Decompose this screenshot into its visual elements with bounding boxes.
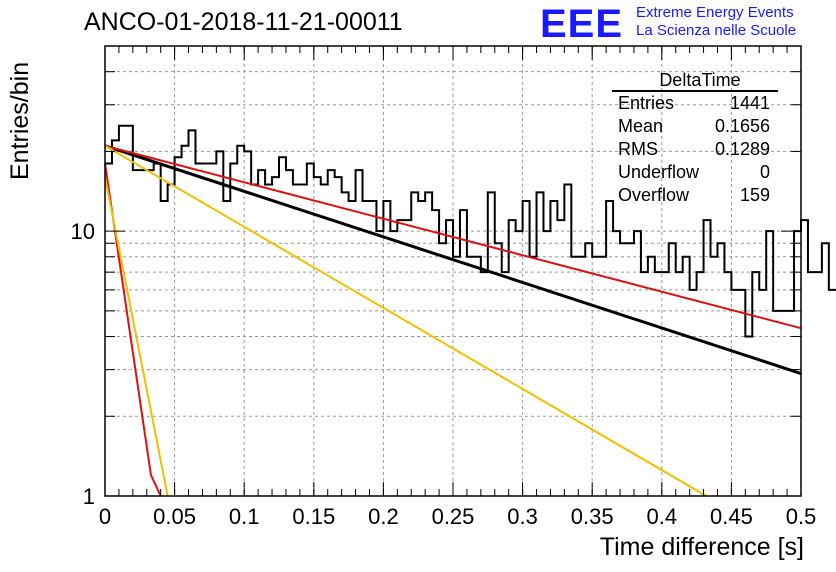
logo-line-2: La Scienza nelle Scuole	[636, 22, 797, 39]
x-tick-label: 0.15	[292, 504, 335, 529]
x-tick-label: 0	[99, 504, 111, 529]
fit-curves	[104, 144, 802, 497]
stats-value: 159	[739, 185, 770, 205]
fit-curve-1	[104, 144, 802, 330]
histogram	[105, 124, 836, 338]
stats-row: Overflow 159	[612, 184, 778, 207]
stats-value: 0	[759, 162, 770, 182]
fit-curve-4	[104, 176, 169, 497]
stats-row: Mean 0.1656	[612, 115, 778, 138]
histogram-line	[105, 124, 836, 338]
x-tick-label: 0.4	[647, 504, 678, 529]
x-tick-label: 0.45	[710, 504, 753, 529]
stats-value: 0.1289	[714, 139, 770, 159]
y-tick-label: 10	[71, 219, 95, 244]
x-tick-label: 0.05	[153, 504, 196, 529]
stats-title: DeltaTime	[612, 70, 778, 92]
stats-label: Underflow	[618, 162, 700, 182]
stats-value: 0.1656	[714, 116, 770, 136]
stats-value: 1441	[729, 93, 770, 113]
y-tick-label: 1	[83, 484, 95, 509]
stats-box: DeltaTime Entries 1441 Mean 0.1656 RMS 0.12…	[612, 70, 778, 207]
x-tick-label: 0.5	[786, 504, 817, 529]
eee-logo: EEE	[540, 2, 624, 46]
chart-title: ANCO-01-2018-11-21-00011	[84, 8, 403, 36]
stats-label: Entries	[618, 93, 675, 113]
logo-line-1: Extreme Energy Events	[636, 4, 794, 21]
logo-text: Extreme Energy Events La Scienza nelle S…	[636, 4, 796, 40]
stats-label: Mean	[618, 116, 664, 136]
x-tick-label: 0.25	[432, 504, 475, 529]
stats-row: RMS 0.1289	[612, 138, 778, 161]
stats-label: Overflow	[618, 185, 690, 205]
x-tick-label: 0.35	[571, 504, 614, 529]
x-tick-label: 0.1	[229, 504, 260, 529]
x-tick-label: 0.3	[507, 504, 538, 529]
fit-curve-3	[104, 163, 162, 497]
x-tick-label: 0.2	[368, 504, 399, 529]
stats-label: RMS	[618, 139, 658, 159]
y-axis-label: Entries/bin	[6, 61, 34, 180]
fit-curve-2	[104, 144, 707, 497]
ticks: 0 0.05 0.1 0.15 0.2 0.25 0.3 0.35 0.4 0.45 0.5 1 10	[71, 45, 817, 529]
x-axis-label: Time difference [s]	[599, 533, 804, 561]
fit-curve-0	[104, 144, 802, 375]
stats-row: Underflow 0	[612, 161, 778, 184]
stats-row: Entries 1441	[612, 92, 778, 115]
